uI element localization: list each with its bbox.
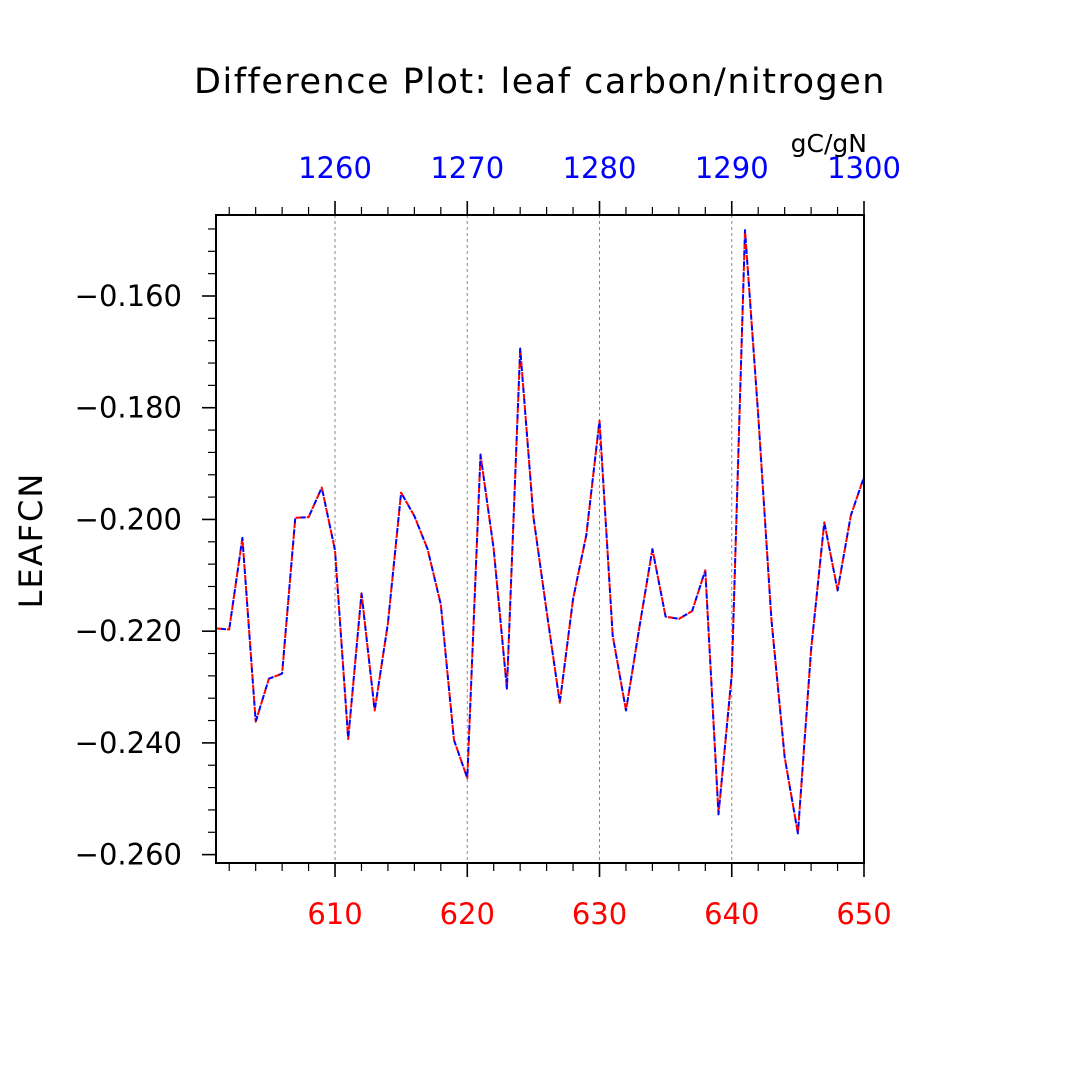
x-tick-label: 650 bbox=[836, 897, 891, 931]
series-line-blue bbox=[215, 229, 865, 835]
y-tick-label: −0.200 bbox=[75, 502, 182, 536]
y-tick-label: −0.220 bbox=[75, 614, 182, 648]
top-x-tick-label: 1290 bbox=[695, 151, 769, 185]
x-tick-label: 620 bbox=[440, 897, 495, 931]
chart-title: Difference Plot: leaf carbon/nitrogen bbox=[194, 62, 886, 102]
series-lines bbox=[215, 229, 865, 835]
axis-ticks bbox=[202, 201, 865, 877]
top-x-tick-label: 1280 bbox=[563, 151, 637, 185]
reference-lines bbox=[334, 215, 733, 863]
y-tick-label: −0.180 bbox=[75, 391, 182, 425]
x-tick-label: 640 bbox=[704, 897, 759, 931]
top-x-tick-label: 1260 bbox=[298, 151, 372, 185]
top-x-tick-label: 1300 bbox=[827, 151, 901, 185]
x-tick-label: 610 bbox=[307, 897, 362, 931]
plot-frame bbox=[215, 214, 865, 864]
tick-labels: 610 620 630 640 650 1260 1270 1280 1290 1300 −0.16… bbox=[75, 151, 901, 931]
units-label: gC/gN bbox=[791, 129, 867, 158]
series-line-red bbox=[215, 229, 865, 835]
y-tick-label: −0.160 bbox=[75, 279, 182, 313]
x-tick-label: 630 bbox=[572, 897, 627, 931]
y-tick-label: −0.240 bbox=[75, 726, 182, 760]
y-tick-label: −0.260 bbox=[75, 838, 182, 872]
y-axis-label: LEAFCN bbox=[12, 472, 50, 609]
top-x-tick-label: 1270 bbox=[430, 151, 504, 185]
